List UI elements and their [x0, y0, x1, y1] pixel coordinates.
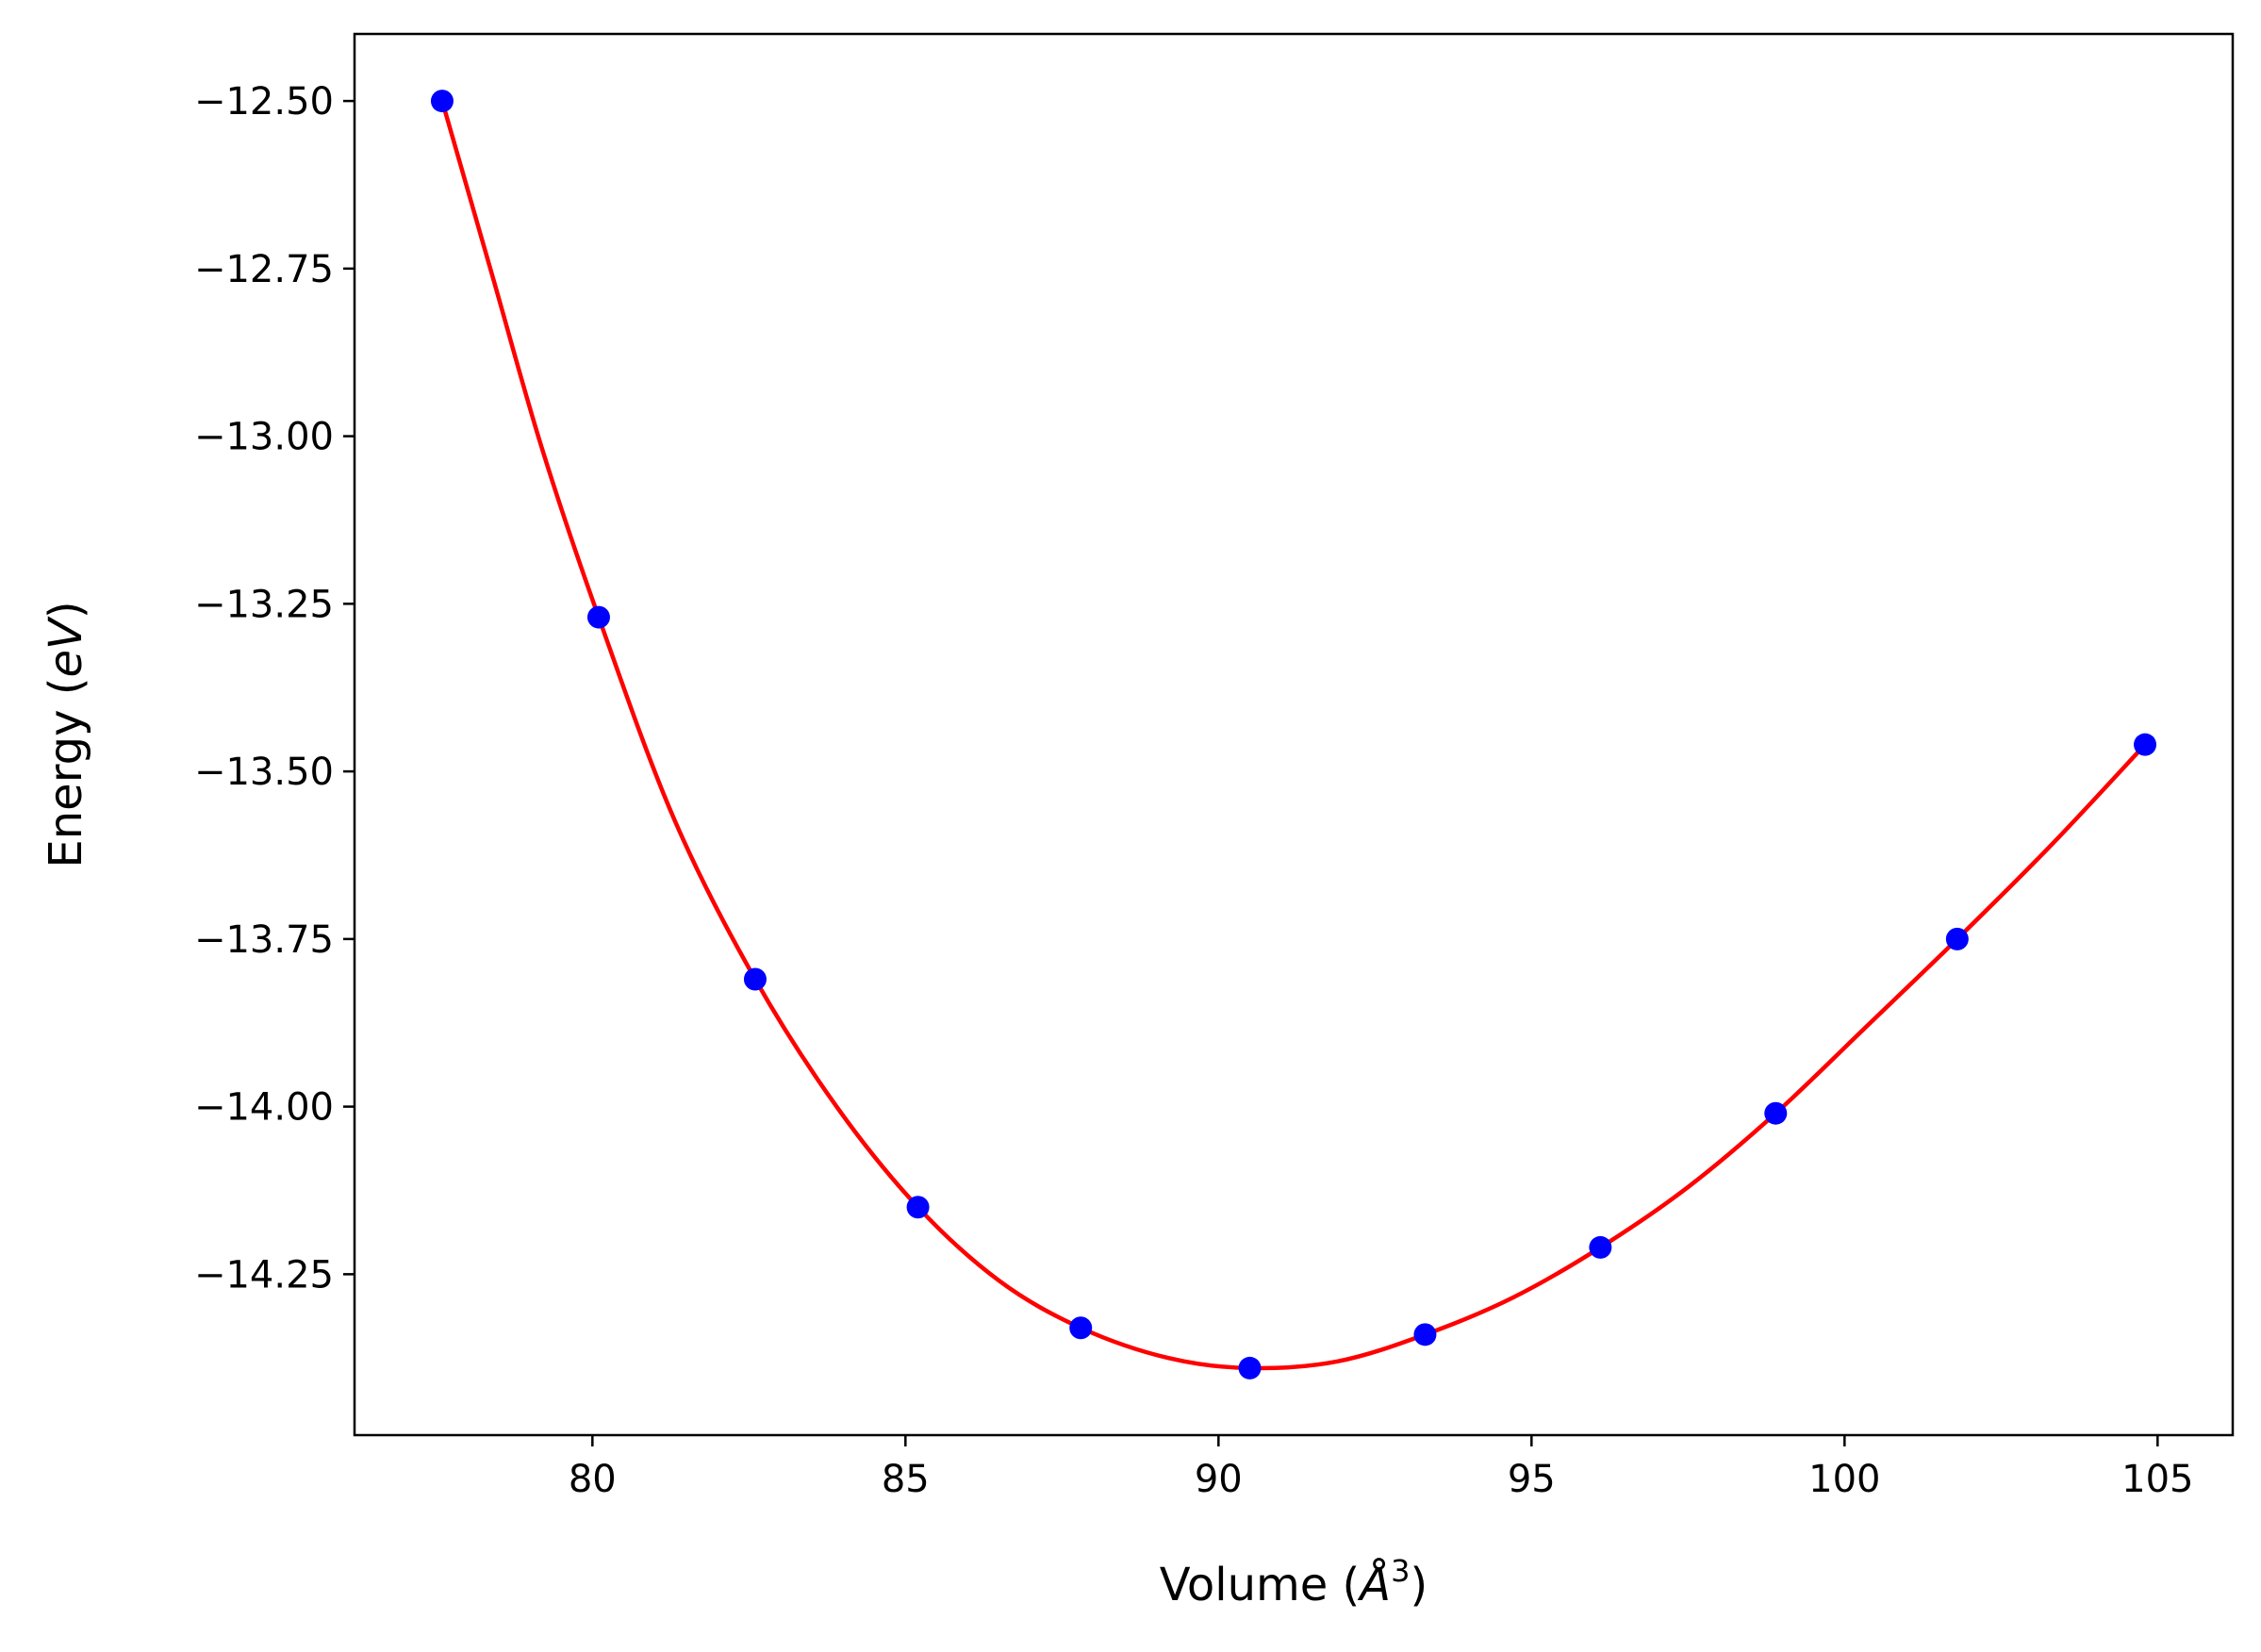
x-tick-label: 90	[1195, 1458, 1243, 1501]
data-point	[906, 1196, 930, 1219]
data-point	[1238, 1356, 1262, 1379]
plot-frame	[353, 32, 2235, 1437]
x-tick-label: 95	[1508, 1458, 1556, 1501]
series-layer	[430, 90, 2157, 1379]
data-point	[1413, 1323, 1437, 1346]
data-point	[1945, 927, 1969, 950]
data-point	[743, 967, 767, 991]
x-tick-label: 100	[1808, 1458, 1880, 1501]
y-tick-label: −12.50	[194, 80, 334, 124]
x-tick-label: 105	[2121, 1458, 2193, 1501]
x-tick-label: 85	[882, 1458, 930, 1501]
y-tick-label: −13.75	[194, 918, 334, 962]
y-tick-label: −14.25	[194, 1253, 334, 1297]
data-point	[1589, 1235, 1612, 1259]
data-point	[1069, 1316, 1093, 1340]
data-point	[430, 90, 454, 113]
data-point	[586, 605, 610, 629]
ticks-layer: 80 85 90 95 100 105 −12.50 −12.75 −13.00 −13.25 −1…	[194, 80, 2194, 1501]
data-point	[2134, 733, 2157, 756]
y-tick-label: −13.25	[194, 583, 334, 626]
y-axis-label: Energy (eV)	[40, 601, 92, 867]
x-axis-label: Volume (Å3)	[1160, 1553, 1428, 1611]
y-tick-label: −14.00	[194, 1086, 334, 1130]
y-tick-label: −13.00	[194, 416, 334, 459]
data-point	[1764, 1101, 1788, 1125]
x-tick-label: 80	[569, 1458, 617, 1501]
y-tick-label: −13.50	[194, 751, 334, 794]
y-tick-label: −12.75	[194, 248, 334, 291]
